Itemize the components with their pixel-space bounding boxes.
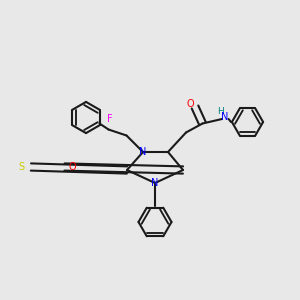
Text: F: F xyxy=(107,114,113,124)
Text: N: N xyxy=(139,147,147,157)
Text: N: N xyxy=(151,178,159,188)
Text: O: O xyxy=(69,162,76,172)
Text: N: N xyxy=(221,112,228,122)
Text: H: H xyxy=(217,107,224,116)
Text: O: O xyxy=(187,99,194,109)
Text: S: S xyxy=(19,162,25,172)
